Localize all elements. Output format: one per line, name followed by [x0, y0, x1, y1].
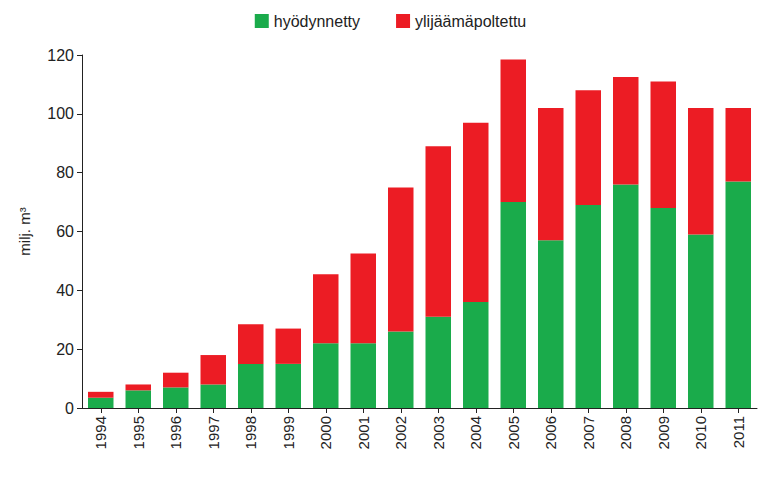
svg-text:2003: 2003 — [430, 416, 447, 449]
svg-text:2009: 2009 — [655, 416, 672, 449]
svg-text:0: 0 — [65, 400, 74, 417]
svg-text:120: 120 — [47, 47, 74, 64]
svg-text:hyödynnetty: hyödynnetty — [274, 13, 360, 30]
svg-text:1998: 1998 — [242, 416, 259, 449]
svg-text:1997: 1997 — [205, 416, 222, 449]
svg-text:2011: 2011 — [730, 416, 747, 448]
svg-text:2005: 2005 — [505, 416, 522, 449]
svg-text:2000: 2000 — [317, 416, 334, 449]
svg-text:ylijäämäpoltettu: ylijäämäpoltettu — [415, 13, 526, 30]
svg-text:40: 40 — [56, 282, 74, 299]
svg-text:2002: 2002 — [392, 416, 409, 449]
svg-text:80: 80 — [56, 164, 74, 181]
svg-text:milj. m³: milj. m³ — [16, 207, 33, 255]
svg-text:60: 60 — [56, 223, 74, 240]
svg-text:1996: 1996 — [167, 416, 184, 449]
svg-text:2004: 2004 — [467, 416, 484, 449]
svg-text:1999: 1999 — [280, 416, 297, 449]
svg-text:2008: 2008 — [617, 416, 634, 449]
svg-text:2006: 2006 — [542, 416, 559, 449]
svg-text:1994: 1994 — [92, 416, 109, 449]
svg-text:2001: 2001 — [355, 416, 372, 449]
svg-text:2010: 2010 — [692, 416, 709, 449]
svg-text:20: 20 — [56, 341, 74, 358]
svg-text:100: 100 — [47, 105, 74, 122]
svg-text:2007: 2007 — [580, 416, 597, 449]
svg-text:1995: 1995 — [130, 416, 147, 449]
